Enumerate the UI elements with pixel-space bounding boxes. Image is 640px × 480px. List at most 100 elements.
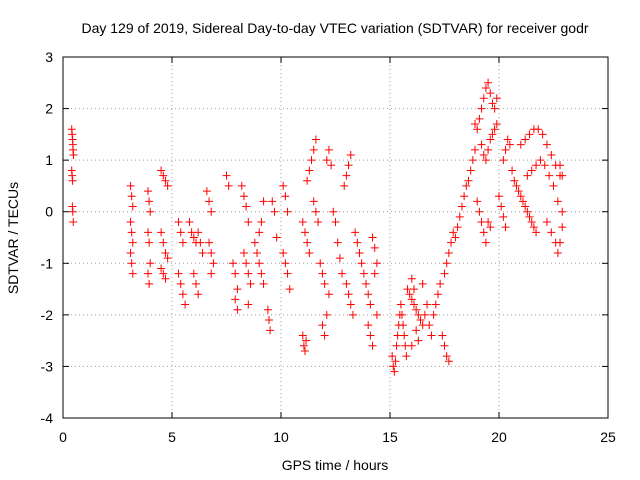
y-tick-label: -1 [41,255,54,271]
data-point [466,166,475,175]
data-point [157,264,166,273]
data-point [266,326,275,335]
data-point [364,321,373,330]
chart-title: Day 129 of 2019, Sidereal Day-to-day VTE… [81,20,588,36]
data-point [181,300,190,309]
data-point [144,228,153,237]
data-point [68,176,77,185]
data-point [400,331,409,340]
data-point [486,223,495,232]
data-point [538,130,547,139]
y-tick-label: 2 [45,101,53,117]
data-point [416,316,425,325]
data-point [268,197,277,206]
data-point [270,207,279,216]
y-tick-label: -3 [41,358,54,374]
data-point [333,238,342,247]
data-point [127,259,136,268]
data-point [127,192,136,201]
data-point [490,104,499,113]
x-tick-label: 0 [59,429,67,445]
data-point [532,161,541,170]
data-point [475,207,484,216]
data-point [281,192,290,201]
data-point [455,212,464,221]
data-point [514,187,523,196]
data-point [233,285,242,294]
data-point [322,310,331,319]
data-point [128,202,137,211]
data-point [391,357,400,366]
data-point [558,171,567,180]
data-point [69,150,78,159]
data-point [357,259,366,268]
data-point [412,326,421,335]
data-point [198,248,207,257]
data-point [438,331,447,340]
data-point [484,145,493,154]
data-point [532,228,541,237]
data-point [444,248,453,257]
x-tick-label: 10 [273,429,289,445]
data-point [453,223,462,232]
data-point [255,259,264,268]
data-point [516,140,525,149]
x-tick-label: 5 [168,429,176,445]
data-point [159,171,168,180]
data-point [229,259,238,268]
data-point [259,279,268,288]
data-points [67,78,567,376]
data-point [320,331,329,340]
plot-frame [62,56,609,419]
data-point [407,341,416,350]
data-point [231,295,240,304]
data-point [442,259,451,268]
grid-lines [63,57,608,418]
data-point [127,228,136,237]
data-point [462,181,471,190]
data-point [257,218,266,227]
data-point [512,181,521,190]
data-point [244,218,253,227]
data-point [145,197,154,206]
data-point [362,279,371,288]
data-point [479,228,488,237]
data-point [427,331,436,340]
data-point [327,161,336,170]
data-point [207,207,216,216]
data-point [553,197,562,206]
data-point [508,166,517,175]
data-point [464,176,473,185]
data-point [161,176,170,185]
data-point [298,331,307,340]
data-point [263,305,272,314]
data-point [146,259,155,268]
data-point [473,197,482,206]
data-point [370,269,379,278]
data-point [492,94,501,103]
data-point [484,78,493,87]
data-point [488,130,497,139]
data-point [518,197,527,206]
data-point [449,228,458,237]
data-point [205,197,214,206]
data-point [372,259,381,268]
data-point [359,269,368,278]
data-point [484,218,493,227]
data-point [163,254,172,263]
data-point [244,300,253,309]
x-axis-label: GPS time / hours [282,457,389,473]
data-point [542,218,551,227]
data-point [418,279,427,288]
x-tick-label: 15 [382,429,398,445]
data-point [523,207,532,216]
data-point [311,135,320,144]
data-point [409,285,418,294]
y-tick-label: 1 [45,152,53,168]
data-point [207,248,216,257]
data-point [396,300,405,309]
data-point [331,218,340,227]
data-point [191,279,200,288]
data-point [285,285,294,294]
data-point [126,218,135,227]
